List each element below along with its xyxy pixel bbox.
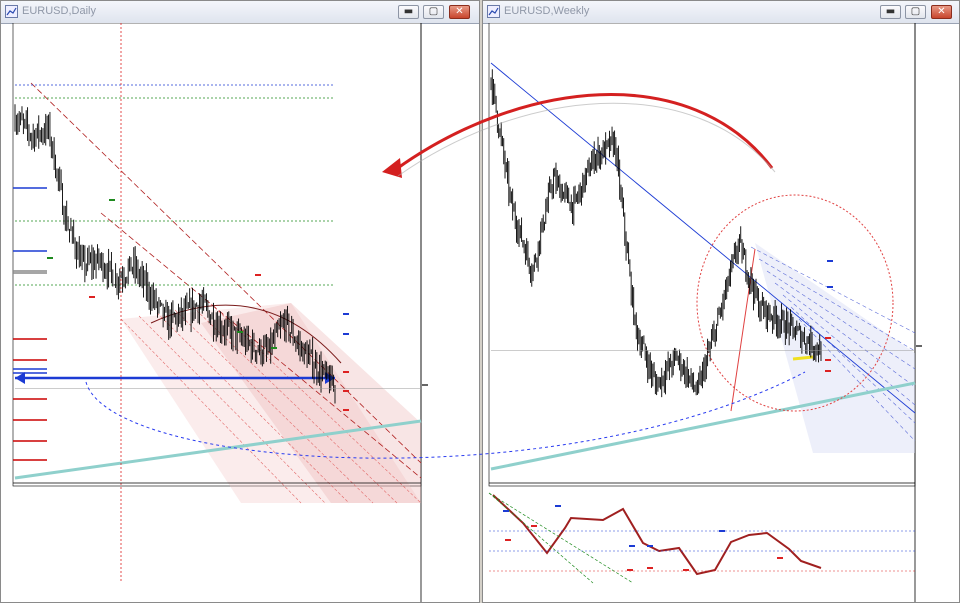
- maximize-button[interactable]: ▢: [423, 5, 444, 19]
- arc-line: [150, 304, 342, 364]
- maximize-icon: ▢: [910, 6, 921, 17]
- level-tag: [343, 371, 349, 373]
- dml-trend: [488, 492, 594, 584]
- window-title: EURUSD,Daily: [22, 5, 96, 17]
- chart-window-icon: [487, 5, 500, 18]
- indicator-tag: [719, 530, 725, 532]
- channel-line: [750, 246, 916, 334]
- window-title: EURUSD,Weekly: [504, 5, 590, 17]
- maximize-button[interactable]: ▢: [905, 5, 926, 19]
- fib-fan-line: [174, 309, 374, 504]
- level-tag: [343, 409, 349, 411]
- level-tag: [343, 333, 349, 335]
- maximize-icon: ▢: [428, 6, 439, 17]
- indicator-tag: [647, 567, 653, 569]
- dml-trend: [488, 492, 634, 584]
- chart-window-icon: [5, 5, 18, 18]
- indicator-tag: [503, 510, 509, 512]
- level-tag: [255, 274, 261, 276]
- current-price-tag: [422, 383, 428, 386]
- minimize-icon: ▬: [403, 6, 414, 17]
- dml-line: [492, 494, 822, 576]
- level-tag: [825, 337, 831, 339]
- minimize-button[interactable]: ▬: [398, 5, 419, 19]
- minimize-icon: ▬: [885, 6, 896, 17]
- level-tag: [89, 296, 95, 298]
- channel-line: [766, 270, 916, 370]
- close-icon: ✕: [937, 6, 946, 17]
- channel-line: [798, 318, 916, 442]
- level-tag: [825, 359, 831, 361]
- indicator-tag: [531, 525, 537, 527]
- fib-fan-line: [210, 303, 422, 504]
- indicator-tag: [647, 545, 653, 547]
- level-tag: [237, 331, 243, 333]
- weekly-title-bar[interactable]: EURUSD,Weekly ▬ ▢ ✕: [483, 1, 959, 24]
- close-icon: ✕: [455, 6, 464, 17]
- daily-title-bar[interactable]: EURUSD,Daily ▬ ▢ ✕: [1, 1, 479, 24]
- level-tag: [343, 313, 349, 315]
- current-price-tag: [916, 345, 922, 348]
- indicator-tag: [555, 505, 561, 507]
- level-tag: [827, 286, 833, 288]
- minimize-button[interactable]: ▬: [880, 5, 901, 19]
- level-tag: [109, 199, 115, 201]
- channel-line: [774, 282, 916, 388]
- level-tag: [343, 390, 349, 392]
- channel-line: [758, 258, 916, 352]
- level-tag: [825, 370, 831, 372]
- target-marker: [792, 355, 814, 361]
- close-button[interactable]: ✕: [449, 5, 470, 19]
- blue-arrow-head: [15, 372, 25, 384]
- indicator-tag: [683, 569, 689, 571]
- level-tag: [827, 260, 833, 262]
- indicator-tag: [505, 539, 511, 541]
- indicator-tag: [629, 545, 635, 547]
- indicator-tag: [777, 557, 783, 559]
- level-tag: [271, 347, 277, 349]
- weekly-price-chart[interactable]: [483, 23, 959, 603]
- fib-fan-line: [120, 318, 302, 504]
- daily-price-chart[interactable]: [1, 23, 479, 603]
- daily-chart-window[interactable]: EURUSD,Daily ▬ ▢ ✕: [0, 0, 480, 603]
- level-tag: [47, 257, 53, 259]
- weekly-chart-window[interactable]: EURUSD,Weekly ▬ ▢ ✕: [482, 0, 960, 603]
- indicator-tag: [627, 569, 633, 571]
- channel-zone: [755, 243, 915, 453]
- close-button[interactable]: ✕: [931, 5, 952, 19]
- channel-line: [790, 306, 916, 424]
